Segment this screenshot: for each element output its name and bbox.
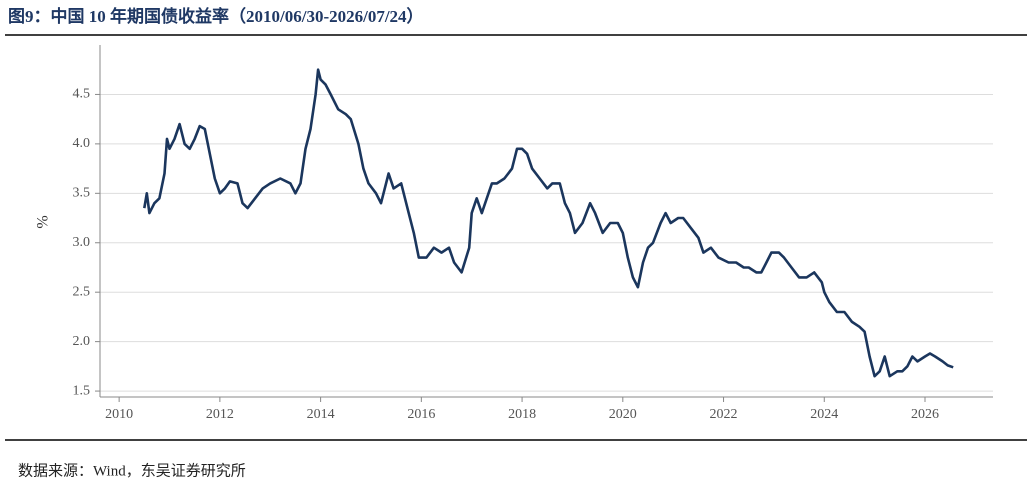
y-tick-label: 4.5 [73,87,91,102]
y-tick-label: 2.5 [73,284,91,299]
x-tick-label: 2010 [105,407,133,422]
series-line [143,68,954,378]
x-tick-label: 2014 [307,407,335,422]
x-tick-label: 2022 [710,407,738,422]
x-tick-label: 2024 [810,407,838,422]
chart-title: 图9：中国 10 年期国债收益率（2010/06/30-2026/07/24） [8,6,424,26]
y-tick-label: 3.0 [73,235,91,250]
source: 数据来源：Wind，东吴证券研究所 [18,462,246,479]
y-axis-label: % [35,215,52,228]
y-tick-label: 2.0 [73,334,91,349]
y-tick-label: 1.5 [73,383,91,398]
x-tick-label: 2018 [508,407,536,422]
x-tick-label: 2026 [911,407,939,422]
x-tick-label: 2020 [609,407,637,422]
y-tick-label: 4.0 [73,136,91,151]
x-tick-label: 2016 [407,407,435,422]
y-tick-label: 3.5 [73,186,91,201]
x-tick-label: 2012 [206,407,234,422]
